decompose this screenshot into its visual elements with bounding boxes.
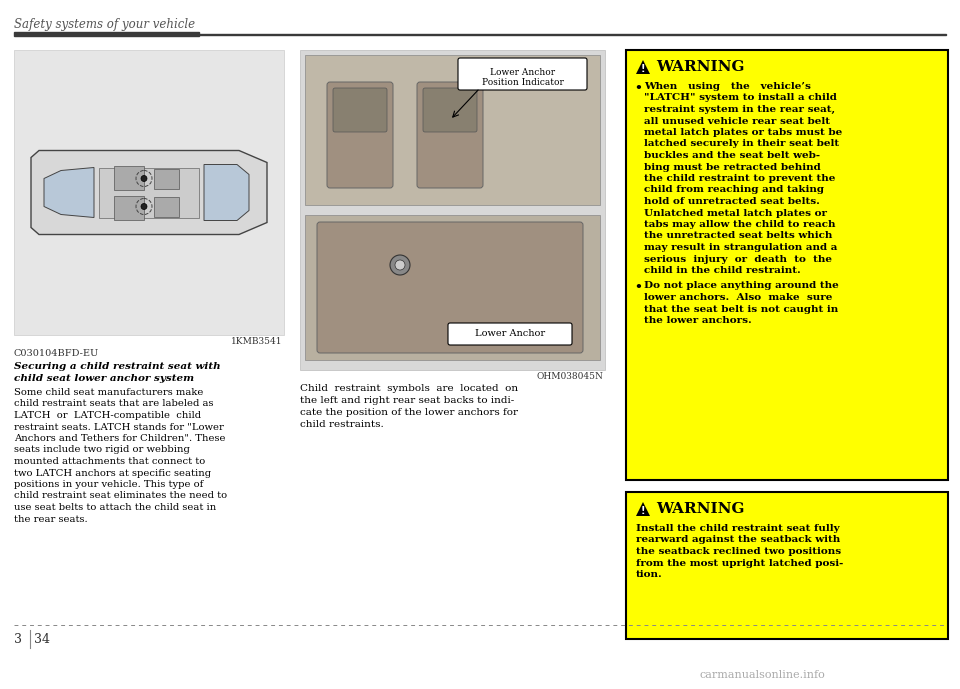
Text: When   using   the   vehicle’s: When using the vehicle’s [644,82,811,91]
Bar [305,215,600,360]
Text: child seat lower anchor system: child seat lower anchor system [14,374,194,383]
Text: C030104BFD-EU: C030104BFD-EU [14,349,99,358]
Circle shape [141,203,147,209]
Bar [199,34,946,35]
Text: •: • [634,282,642,294]
Text: positions in your vehicle. This type of: positions in your vehicle. This type of [14,480,204,489]
FancyBboxPatch shape [423,88,477,132]
Text: the left and right rear seat backs to indi-: the left and right rear seat backs to in… [300,396,515,405]
Text: all unused vehicle rear seat belt: all unused vehicle rear seat belt [644,116,830,125]
Bar [14,50,284,335]
Text: child in the child restraint.: child in the child restraint. [644,266,801,275]
Text: child from reaching and taking: child from reaching and taking [644,185,824,194]
Text: hold of unretracted seat belts.: hold of unretracted seat belts. [644,197,820,206]
Text: cate the position of the lower anchors for: cate the position of the lower anchors f… [300,408,518,417]
Text: bing must be retracted behind: bing must be retracted behind [644,163,821,172]
Text: may result in strangulation and a: may result in strangulation and a [644,243,837,252]
Bar [154,196,179,216]
Text: "LATCH" system to install a child: "LATCH" system to install a child [644,94,837,103]
Text: 3: 3 [14,633,22,646]
FancyBboxPatch shape [417,82,483,188]
Text: Some child seat manufacturers make: Some child seat manufacturers make [14,388,204,397]
Text: buckles and the seat belt web-: buckles and the seat belt web- [644,151,820,160]
Text: tion.: tion. [636,570,662,579]
Text: WARNING: WARNING [656,502,745,516]
Bar [154,169,179,189]
Text: the child restraint to prevent the: the child restraint to prevent the [644,174,835,183]
Text: latched securely in their seat belt: latched securely in their seat belt [644,139,839,149]
Text: child restraint seats that are labeled as: child restraint seats that are labeled a… [14,400,213,409]
Text: restraint system in the rear seat,: restraint system in the rear seat, [644,105,835,114]
Text: two LATCH anchors at specific seating: two LATCH anchors at specific seating [14,469,211,477]
Text: mounted attachments that connect to: mounted attachments that connect to [14,457,205,466]
Text: the unretracted seat belts which: the unretracted seat belts which [644,232,832,240]
FancyBboxPatch shape [458,58,587,90]
Text: !: ! [640,64,645,74]
Text: carmanualsonline.info: carmanualsonline.info [700,670,826,680]
Text: Child  restraint  symbols  are  located  on: Child restraint symbols are located on [300,384,518,393]
Polygon shape [99,167,199,218]
Text: from the most upright latched posi-: from the most upright latched posi- [636,559,844,568]
Text: lower anchors.  Also  make  sure: lower anchors. Also make sure [644,293,832,302]
Polygon shape [204,165,249,220]
Text: child restraints.: child restraints. [300,420,384,429]
Text: the seatback reclined two positions: the seatback reclined two positions [636,547,841,556]
Text: metal latch plates or tabs must be: metal latch plates or tabs must be [644,128,842,137]
Polygon shape [44,167,94,218]
FancyBboxPatch shape [327,82,393,188]
Text: Unlatched metal latch plates or: Unlatched metal latch plates or [644,209,827,218]
Circle shape [395,260,405,270]
Circle shape [141,176,147,181]
Text: use seat belts to attach the child seat in: use seat belts to attach the child seat … [14,503,216,512]
FancyBboxPatch shape [333,88,387,132]
Bar [305,55,600,205]
Bar [114,196,144,220]
Bar [626,492,948,639]
Text: Position Indicator: Position Indicator [482,78,564,87]
Text: Safety systems of your vehicle: Safety systems of your vehicle [14,18,195,31]
Text: !: ! [640,506,645,516]
Text: WARNING: WARNING [656,60,745,74]
Text: restraint seats. LATCH stands for "Lower: restraint seats. LATCH stands for "Lower [14,422,224,431]
Text: the rear seats.: the rear seats. [14,515,87,524]
Text: Lower Anchor: Lower Anchor [475,329,545,338]
Bar [626,50,948,480]
Polygon shape [636,502,650,516]
Text: 1KMB3541: 1KMB3541 [230,337,282,346]
FancyBboxPatch shape [448,323,572,345]
FancyBboxPatch shape [317,222,583,353]
Bar [114,165,144,189]
Text: child restraint seat eliminates the need to: child restraint seat eliminates the need… [14,491,228,500]
Text: the lower anchors.: the lower anchors. [644,316,752,325]
Text: LATCH  or  LATCH-compatible  child: LATCH or LATCH-compatible child [14,411,202,420]
Text: •: • [634,82,642,95]
Bar [14,32,199,36]
Text: Install the child restraint seat fully: Install the child restraint seat fully [636,524,840,533]
Text: Lower Anchor: Lower Anchor [490,68,555,77]
Text: Anchors and Tethers for Children". These: Anchors and Tethers for Children". These [14,434,226,443]
Text: 34: 34 [34,633,50,646]
Text: tabs may allow the child to reach: tabs may allow the child to reach [644,220,835,229]
Text: seats include two rigid or webbing: seats include two rigid or webbing [14,446,190,455]
Text: Securing a child restraint seat with: Securing a child restraint seat with [14,362,221,371]
Text: Do not place anything around the: Do not place anything around the [644,282,839,291]
Text: OHM038045N: OHM038045N [536,372,603,381]
Text: serious  injury  or  death  to  the: serious injury or death to the [644,254,832,263]
Bar [300,50,605,370]
Text: that the seat belt is not caught in: that the seat belt is not caught in [644,305,838,313]
Circle shape [390,255,410,275]
Polygon shape [636,60,650,74]
Text: rearward against the seatback with: rearward against the seatback with [636,535,840,544]
Polygon shape [31,150,267,234]
